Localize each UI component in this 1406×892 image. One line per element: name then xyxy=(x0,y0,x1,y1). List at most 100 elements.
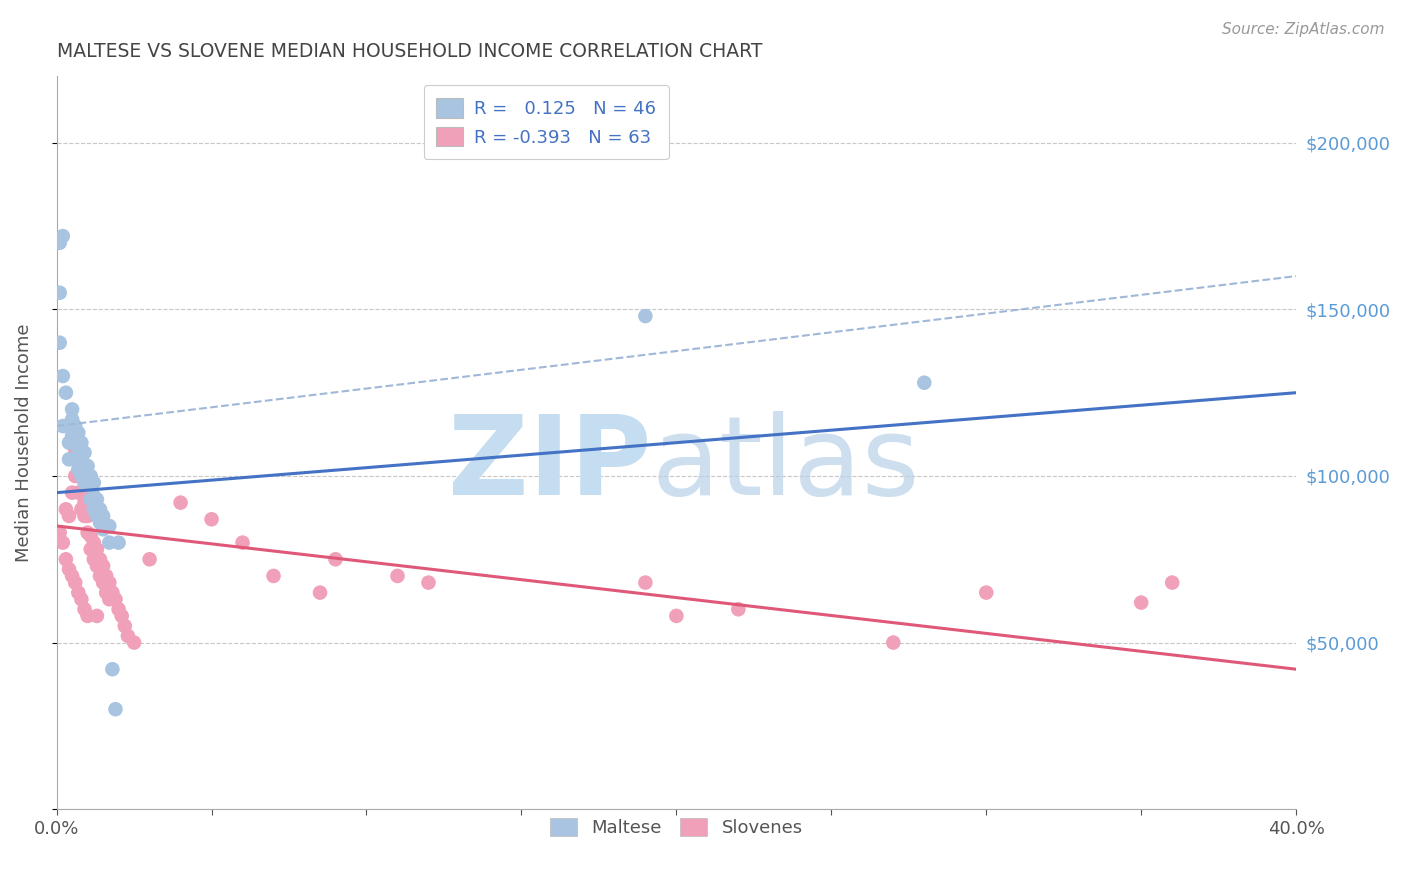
Point xyxy=(55,385,77,400)
Y-axis label: Median Household Income: Median Household Income xyxy=(15,324,32,562)
Point xyxy=(83,535,105,549)
Point xyxy=(67,425,90,440)
Point xyxy=(80,529,103,543)
Point xyxy=(1161,575,1184,590)
Point xyxy=(58,452,80,467)
Point xyxy=(89,569,111,583)
Point xyxy=(104,702,127,716)
Point xyxy=(89,502,111,516)
Point xyxy=(60,402,83,417)
Point xyxy=(70,435,93,450)
Point xyxy=(232,535,254,549)
Point xyxy=(98,592,121,607)
Point xyxy=(55,552,77,566)
Point xyxy=(86,558,108,573)
Point xyxy=(58,508,80,523)
Point xyxy=(83,552,105,566)
Point xyxy=(96,585,118,599)
Point xyxy=(70,592,93,607)
Point xyxy=(70,502,93,516)
Point xyxy=(67,462,90,476)
Point xyxy=(169,495,191,509)
Point xyxy=(60,412,83,426)
Point xyxy=(80,542,103,557)
Point xyxy=(309,585,332,599)
Point xyxy=(122,635,145,649)
Point xyxy=(86,508,108,523)
Point xyxy=(107,535,129,549)
Point xyxy=(48,285,70,300)
Point xyxy=(80,469,103,483)
Point xyxy=(89,516,111,530)
Text: atlas: atlas xyxy=(651,411,920,518)
Point xyxy=(727,602,749,616)
Point xyxy=(48,525,70,540)
Point xyxy=(91,522,114,536)
Point xyxy=(882,635,904,649)
Point xyxy=(63,575,86,590)
Point xyxy=(55,419,77,434)
Point xyxy=(101,585,124,599)
Point xyxy=(86,542,108,557)
Point xyxy=(76,475,98,490)
Point xyxy=(263,569,285,583)
Point xyxy=(83,475,105,490)
Point xyxy=(98,519,121,533)
Point xyxy=(634,575,657,590)
Point xyxy=(387,569,409,583)
Point xyxy=(76,608,98,623)
Point xyxy=(98,575,121,590)
Point xyxy=(1130,596,1153,610)
Legend: Maltese, Slovenes: Maltese, Slovenes xyxy=(543,810,810,844)
Point xyxy=(96,519,118,533)
Text: Source: ZipAtlas.com: Source: ZipAtlas.com xyxy=(1222,22,1385,37)
Point xyxy=(60,429,83,443)
Point xyxy=(63,419,86,434)
Point xyxy=(58,435,80,450)
Point xyxy=(63,435,86,450)
Point xyxy=(200,512,222,526)
Point xyxy=(70,485,93,500)
Point xyxy=(73,602,96,616)
Point xyxy=(325,552,347,566)
Point xyxy=(86,492,108,507)
Point xyxy=(114,619,136,633)
Point xyxy=(76,458,98,473)
Point xyxy=(52,535,75,549)
Text: MALTESE VS SLOVENE MEDIAN HOUSEHOLD INCOME CORRELATION CHART: MALTESE VS SLOVENE MEDIAN HOUSEHOLD INCO… xyxy=(56,42,762,61)
Point xyxy=(117,629,139,643)
Point xyxy=(107,602,129,616)
Point xyxy=(58,562,80,576)
Point xyxy=(63,442,86,457)
Point xyxy=(665,608,688,623)
Point xyxy=(91,558,114,573)
Point xyxy=(974,585,997,599)
Point xyxy=(418,575,440,590)
Point xyxy=(73,458,96,473)
Point xyxy=(912,376,935,390)
Point xyxy=(83,489,105,503)
Point xyxy=(73,475,96,490)
Point xyxy=(86,608,108,623)
Point xyxy=(91,575,114,590)
Point xyxy=(83,502,105,516)
Point xyxy=(634,309,657,323)
Point xyxy=(89,552,111,566)
Point xyxy=(98,535,121,549)
Point xyxy=(48,335,70,350)
Point xyxy=(80,492,103,507)
Point xyxy=(73,445,96,459)
Point xyxy=(67,469,90,483)
Point xyxy=(76,525,98,540)
Point xyxy=(104,592,127,607)
Point xyxy=(60,569,83,583)
Point xyxy=(80,479,103,493)
Point xyxy=(52,419,75,434)
Point xyxy=(76,508,98,523)
Point xyxy=(60,435,83,450)
Point xyxy=(138,552,160,566)
Point xyxy=(48,235,70,250)
Point xyxy=(70,452,93,467)
Point xyxy=(67,445,90,459)
Point xyxy=(91,508,114,523)
